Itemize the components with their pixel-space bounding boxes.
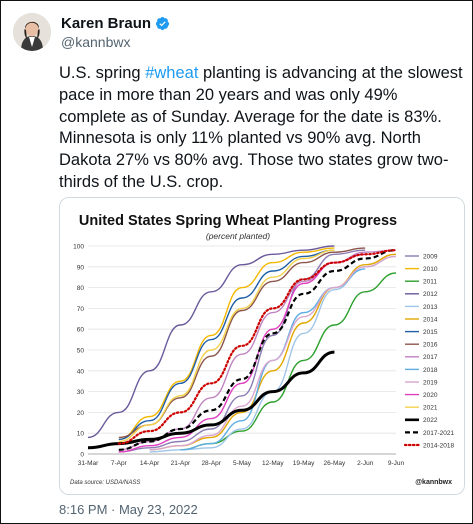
x-tick-label: 9-Jun bbox=[388, 460, 405, 467]
hashtag-link[interactable]: #wheat bbox=[145, 64, 199, 82]
y-tick-label: 20 bbox=[77, 410, 85, 417]
x-tick-label: 19-May bbox=[293, 460, 315, 467]
y-tick-label: 90 bbox=[77, 264, 85, 271]
legend-label: 2022 bbox=[423, 417, 438, 424]
tweet-text-rest: planting is advancing at the slowest pac… bbox=[59, 64, 463, 191]
y-tick-label: 60 bbox=[77, 327, 85, 334]
author-handle[interactable]: @kannbwx bbox=[61, 33, 131, 50]
author-names: Karen Braun @kannbwx bbox=[61, 15, 170, 50]
chart-image[interactable]: United States Spring Wheat Planting Prog… bbox=[59, 197, 465, 495]
series-line-2017-2021 bbox=[118, 249, 397, 451]
legend-label: 2009 bbox=[423, 253, 438, 260]
legend-label: 2013 bbox=[423, 304, 438, 311]
legend-label: 2020 bbox=[423, 392, 438, 399]
tweet-header: Karen Braun @kannbwx bbox=[13, 9, 170, 55]
tweet-text: U.S. spring #wheat planting is advancing… bbox=[59, 63, 464, 194]
legend-label: 2011 bbox=[423, 279, 437, 286]
y-tick-label: 10 bbox=[77, 431, 85, 438]
author-display-name[interactable]: Karen Braun bbox=[61, 14, 152, 32]
series-line-2014-2018 bbox=[117, 249, 398, 445]
x-tick-label: 7-Apr bbox=[111, 460, 128, 467]
legend-label: 2010 bbox=[423, 266, 438, 273]
x-tick-label: 21-Apr bbox=[171, 460, 191, 467]
y-tick-label: 100 bbox=[73, 244, 84, 251]
legend-label: 2014 bbox=[423, 316, 438, 323]
y-tick-label: 50 bbox=[77, 348, 85, 355]
chart-series bbox=[87, 245, 398, 453]
chart-source: Data source: USDA/NASS bbox=[70, 480, 140, 486]
legend-label: 2014-2018 bbox=[423, 442, 454, 449]
series-line-2009 bbox=[118, 249, 366, 453]
legend-label: 2012 bbox=[423, 291, 438, 298]
x-tick-label: 28-Apr bbox=[201, 460, 221, 467]
chart-subtitle: (percent planted) bbox=[206, 231, 270, 241]
legend-label: 2017 bbox=[423, 354, 438, 361]
legend-label: 2019 bbox=[423, 379, 438, 386]
y-tick-label: 30 bbox=[77, 389, 85, 396]
legend-label: 2017-2021 bbox=[423, 430, 454, 437]
x-axis-ticks: 31-Mar 7-Apr 14-Apr 21-Apr 28-Apr 5-May 12-May… bbox=[78, 460, 405, 467]
chart-legend: 2009 2010 2011 2012 2013 2014 2015 2016 2017 2018… bbox=[403, 253, 454, 449]
chart-watermark: @kannbwx bbox=[415, 479, 452, 486]
x-tick-label: 31-Mar bbox=[78, 460, 99, 467]
verified-badge-icon bbox=[155, 16, 170, 30]
chart-title: United States Spring Wheat Planting Prog… bbox=[79, 213, 397, 229]
tweet-text-start: U.S. spring bbox=[59, 64, 146, 82]
x-tick-label: 12-May bbox=[262, 460, 284, 467]
x-tick-label: 2-Jun bbox=[357, 460, 374, 467]
series-line-2010 bbox=[118, 247, 335, 441]
x-tick-label: 5-May bbox=[233, 460, 252, 467]
series-line-2022 bbox=[87, 350, 335, 450]
series-line-2019 bbox=[149, 255, 397, 451]
x-tick-label: 26-May bbox=[324, 460, 346, 467]
series-line-2012 bbox=[87, 245, 335, 439]
y-tick-label: 70 bbox=[77, 306, 85, 313]
profile-photo-icon bbox=[13, 13, 51, 51]
legend-label: 2016 bbox=[423, 342, 438, 349]
legend-label: 2015 bbox=[423, 329, 438, 336]
y-tick-label: 80 bbox=[77, 285, 85, 292]
avatar[interactable] bbox=[13, 13, 51, 51]
tweet-timestamp[interactable]: 8:16 PM · May 23, 2022 bbox=[59, 502, 198, 517]
legend-label: 2021 bbox=[423, 405, 438, 412]
y-axis-ticks: 0 10 20 30 40 50 60 70 80 90 100 bbox=[73, 244, 84, 459]
x-tick-label: 14-Apr bbox=[140, 460, 160, 467]
series-line-2015 bbox=[118, 249, 335, 441]
series-line-2021 bbox=[118, 249, 335, 443]
legend-label: 2018 bbox=[423, 367, 438, 374]
planting-progress-chart: United States Spring Wheat Planting Prog… bbox=[60, 198, 464, 494]
y-tick-label: 40 bbox=[77, 368, 85, 375]
y-tick-label: 0 bbox=[80, 452, 84, 459]
